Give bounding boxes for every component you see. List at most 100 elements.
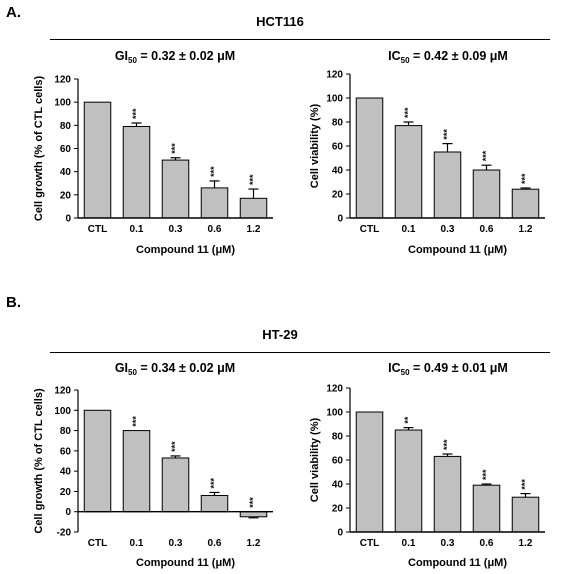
chart-3-y-tick-label: 80 bbox=[332, 432, 344, 443]
chart-3-y-tick-label: 20 bbox=[332, 504, 344, 515]
chart-1-x-label: Compound 11 (μM) bbox=[408, 244, 507, 256]
chart-3-y-tick-label: 0 bbox=[337, 528, 343, 539]
chart-2-bar bbox=[200, 494, 229, 513]
chart-3-x-tick-label: 0.6 bbox=[480, 538, 494, 549]
chart-2-x-tick-label: 0.6 bbox=[208, 538, 222, 549]
chart-3-significance-label: *** bbox=[481, 469, 491, 480]
chart-2-bar bbox=[83, 409, 112, 513]
chart-0-y-tick-label: 60 bbox=[60, 144, 72, 155]
chart-2-y-tick-label: 120 bbox=[54, 386, 71, 397]
chart-1-significance-label: *** bbox=[403, 107, 413, 118]
chart-3-title: IC50 = 0.49 ± 0.01 μM bbox=[388, 361, 508, 377]
chart-3-x-tick-label: CTL bbox=[360, 538, 379, 549]
chart-3-significance-label: ** bbox=[403, 416, 413, 424]
chart-1-y-tick-label: 120 bbox=[326, 70, 343, 81]
chart-2-significance-label: *** bbox=[170, 441, 180, 452]
chart-0-title: GI50 = 0.32 ± 0.02 μM bbox=[115, 49, 235, 65]
chart-0-x-label: Compound 11 (μM) bbox=[136, 244, 235, 256]
chart-0-bar bbox=[239, 197, 268, 219]
chart-1-x-tick-label: 0.1 bbox=[402, 224, 416, 235]
chart-3-bar bbox=[433, 455, 462, 533]
chart-3-bar bbox=[511, 496, 540, 533]
chart-2-significance-label: *** bbox=[209, 477, 219, 488]
chart-1-y-tick-label: 0 bbox=[337, 214, 343, 225]
chart-1-bar bbox=[511, 188, 540, 219]
chart-0-y-tick-label: 40 bbox=[60, 167, 72, 178]
chart-1-x-tick-label: 1.2 bbox=[519, 224, 533, 235]
chart-2-y-tick-label: 100 bbox=[54, 406, 71, 417]
chart-2-y-tick-label: 40 bbox=[60, 467, 72, 478]
chart-0-x-tick-label: 0.3 bbox=[169, 224, 183, 235]
chart-2-x-tick-label: 1.2 bbox=[247, 538, 261, 549]
chart-0-y-label: Cell growth (% of CTL cells) bbox=[33, 76, 45, 222]
panel-b-rule bbox=[50, 352, 550, 353]
chart-0-significance-label: *** bbox=[170, 143, 180, 154]
chart-2-y-tick-label: 0 bbox=[65, 507, 71, 518]
chart-0-y-tick-label: 100 bbox=[54, 98, 71, 109]
chart-1-bar bbox=[472, 169, 501, 219]
chart-2-significance-label: *** bbox=[131, 416, 141, 427]
chart-1-significance-label: *** bbox=[442, 129, 452, 140]
chart-0-bar bbox=[161, 159, 190, 219]
chart-0-y-tick-label: 20 bbox=[60, 190, 72, 201]
chart-1-bar bbox=[355, 97, 384, 219]
chart-0-significance-label: *** bbox=[131, 108, 141, 119]
chart-0-y-tick-label: 80 bbox=[60, 121, 72, 132]
chart-2-y-tick-label: 80 bbox=[60, 426, 72, 437]
chart-0-x-tick-label: 0.6 bbox=[208, 224, 222, 235]
panel-b-cell-line: HT-29 bbox=[262, 327, 298, 342]
chart-2-x-tick-label: 0.3 bbox=[169, 538, 183, 549]
chart-0-x-tick-label: 1.2 bbox=[247, 224, 261, 235]
chart-1-y-label: Cell viability (%) bbox=[309, 103, 321, 188]
chart-1-bar bbox=[433, 151, 462, 219]
chart-2-x-tick-label: CTL bbox=[88, 538, 107, 549]
chart-2-y-tick-label: 60 bbox=[60, 446, 72, 457]
chart-2-bar bbox=[161, 457, 190, 513]
chart-3-x-tick-label: 0.1 bbox=[402, 538, 416, 549]
chart-0-y-tick-label: 0 bbox=[65, 214, 71, 225]
chart-2-x-label: Compound 11 (μM) bbox=[136, 557, 235, 569]
chart-3-y-tick-label: 40 bbox=[332, 480, 344, 491]
panel-a-rule bbox=[50, 39, 550, 40]
chart-3-y-tick-label: 60 bbox=[332, 456, 344, 467]
panel-a-label: A. bbox=[6, 4, 21, 21]
chart-3-y-label: Cell viability (%) bbox=[309, 417, 321, 502]
chart-1-y-tick-label: 100 bbox=[326, 94, 343, 105]
chart-0-x-tick-label: CTL bbox=[88, 224, 107, 235]
chart-2-bar bbox=[239, 511, 268, 518]
chart-1-y-tick-label: 20 bbox=[332, 190, 344, 201]
chart-1-significance-label: *** bbox=[481, 150, 491, 161]
chart-1-bar bbox=[394, 125, 423, 219]
chart-1-significance-label: *** bbox=[520, 173, 530, 184]
chart-3-bar bbox=[355, 411, 384, 533]
chart-0-significance-label: *** bbox=[209, 166, 219, 177]
chart-2-title: GI50 = 0.34 ± 0.02 μM bbox=[115, 361, 235, 377]
chart-3-significance-label: *** bbox=[442, 439, 452, 450]
chart-0-significance-label: *** bbox=[248, 174, 258, 185]
chart-3-significance-label: *** bbox=[520, 479, 530, 490]
chart-3-x-label: Compound 11 (μM) bbox=[408, 557, 507, 569]
chart-1-x-tick-label: 0.3 bbox=[441, 224, 455, 235]
chart-0-bar bbox=[83, 101, 112, 219]
chart-1-x-tick-label: CTL bbox=[360, 224, 379, 235]
chart-3-x-tick-label: 1.2 bbox=[519, 538, 533, 549]
chart-0-y-tick-label: 120 bbox=[54, 75, 71, 86]
chart-2-y-label: Cell growth (% of CTL cells) bbox=[33, 388, 45, 534]
panel-b-label: B. bbox=[6, 294, 21, 311]
chart-3-bar bbox=[472, 484, 501, 533]
chart-1-y-tick-label: 40 bbox=[332, 166, 344, 177]
chart-1-y-tick-label: 60 bbox=[332, 142, 344, 153]
chart-1-title: IC50 = 0.42 ± 0.09 μM bbox=[388, 49, 508, 65]
chart-1-x-tick-label: 0.6 bbox=[480, 224, 494, 235]
chart-3-bar bbox=[394, 429, 423, 533]
chart-3-y-tick-label: 120 bbox=[326, 384, 343, 395]
chart-0-x-tick-label: 0.1 bbox=[130, 224, 144, 235]
panel-a-cell-line: HCT116 bbox=[256, 14, 304, 29]
chart-2-y-tick-label: 20 bbox=[60, 487, 72, 498]
chart-2-x-tick-label: 0.1 bbox=[130, 538, 144, 549]
chart-3-y-tick-label: 100 bbox=[326, 408, 343, 419]
chart-0-bar bbox=[122, 125, 151, 219]
chart-0-bar bbox=[200, 187, 229, 219]
chart-2-y-tick-label: -20 bbox=[57, 528, 72, 539]
